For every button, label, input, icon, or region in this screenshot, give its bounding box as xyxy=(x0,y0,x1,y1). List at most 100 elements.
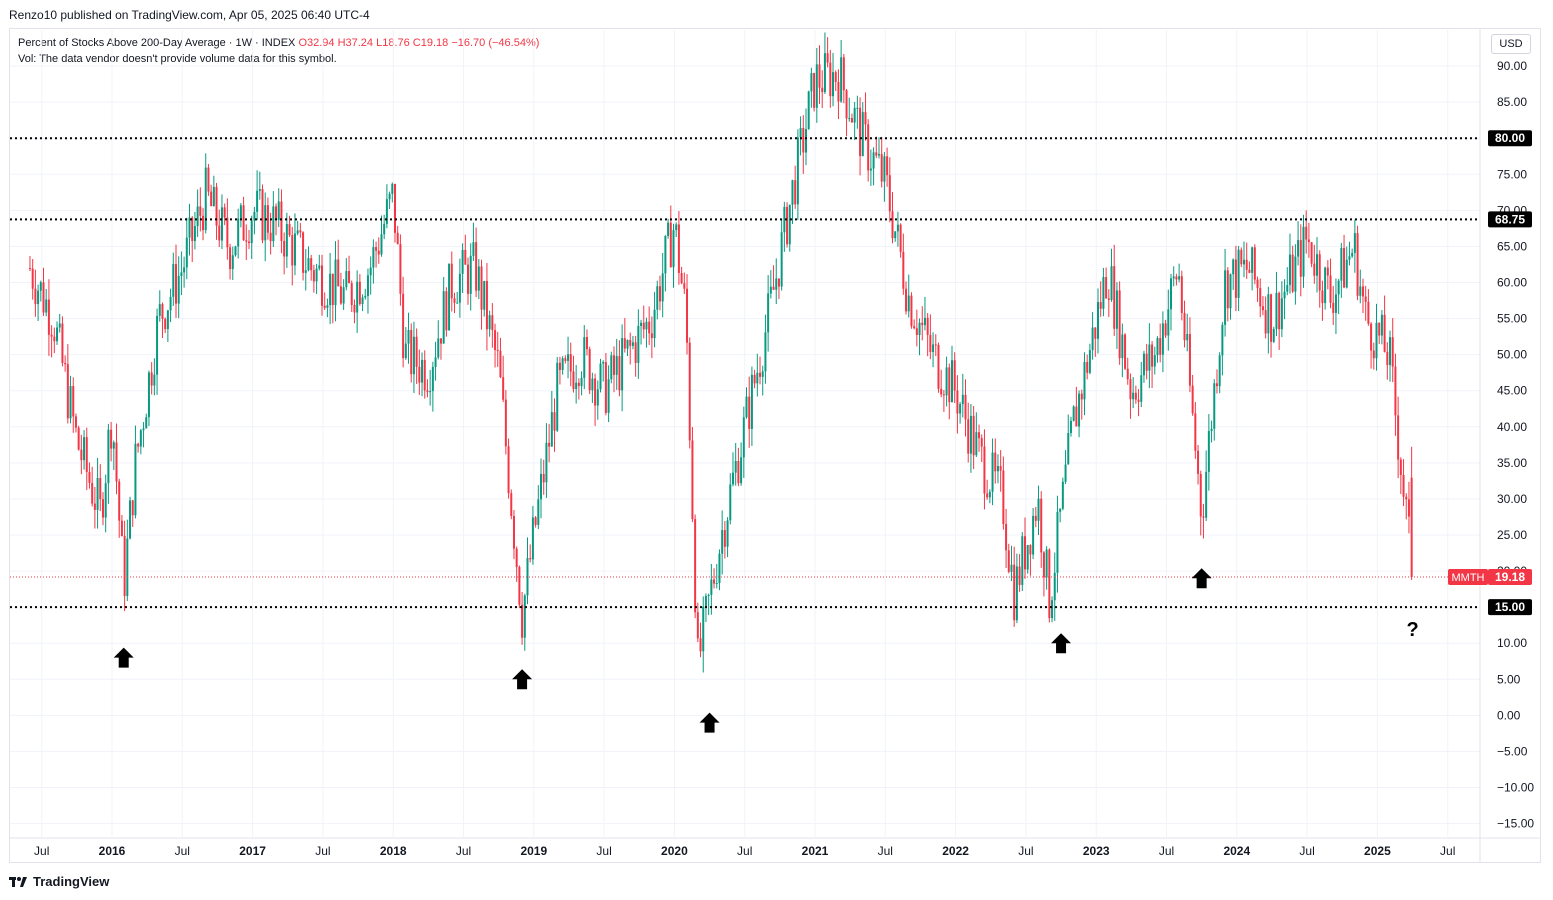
candle-up xyxy=(421,359,424,383)
y-axis-tick-label: 40.00 xyxy=(1497,420,1527,434)
y-axis-tick-label: 45.00 xyxy=(1497,384,1527,398)
candle-down xyxy=(74,416,77,428)
currency-button[interactable]: USD xyxy=(1491,34,1531,54)
candle-up xyxy=(1294,256,1297,292)
candle-down xyxy=(564,358,567,361)
symbol-title[interactable]: Percent of Stocks Above 200-Day Average … xyxy=(18,37,296,49)
question-mark-annotation[interactable]: ? xyxy=(1406,619,1418,641)
candle-down xyxy=(34,288,37,305)
candle-up xyxy=(258,189,261,191)
candle-down xyxy=(1240,249,1243,265)
candle-down xyxy=(1086,361,1089,373)
arrow-up-icon[interactable] xyxy=(1051,633,1072,654)
candle-up xyxy=(872,152,875,169)
candle-down xyxy=(753,374,756,384)
y-axis-tick-label: 85.00 xyxy=(1497,95,1527,109)
candle-down xyxy=(669,222,672,268)
candle-up xyxy=(434,357,437,367)
candle-up xyxy=(1389,337,1392,366)
candle-up xyxy=(442,291,445,344)
candle-down xyxy=(642,322,645,330)
candle-down xyxy=(680,272,683,284)
candle-down xyxy=(399,243,402,294)
candle-up xyxy=(293,233,296,266)
candle-down xyxy=(994,452,997,472)
candle-up xyxy=(1078,393,1081,427)
candle-down xyxy=(1326,267,1329,276)
candle-up xyxy=(342,287,345,304)
candle-up xyxy=(296,230,299,234)
candle-down xyxy=(80,449,83,461)
candle-up xyxy=(147,372,150,418)
candle-up xyxy=(856,107,859,109)
y-axis-tick-label: 90.00 xyxy=(1497,59,1527,73)
candle-down xyxy=(283,240,286,257)
candle-down xyxy=(1202,516,1205,518)
x-axis-tick-label: Jul xyxy=(315,844,330,858)
candle-up xyxy=(231,255,234,269)
x-axis-tick-label: 2022 xyxy=(942,844,969,858)
candle-down xyxy=(64,363,67,365)
candle-up xyxy=(304,270,307,273)
candle-down xyxy=(42,282,45,313)
candle-down xyxy=(1264,310,1267,334)
candle-down xyxy=(921,322,924,326)
candle-up xyxy=(383,223,386,235)
candle-down xyxy=(499,350,502,378)
candle-down xyxy=(813,73,816,108)
candle-up xyxy=(112,442,115,449)
candle-down xyxy=(786,206,789,245)
candle-up xyxy=(1170,278,1173,310)
candle-down xyxy=(418,366,421,383)
candle-down xyxy=(1164,323,1167,336)
candle-down xyxy=(1310,242,1313,264)
candle-up xyxy=(675,224,678,231)
candle-up xyxy=(429,391,432,393)
candle-up xyxy=(961,394,964,405)
candle-up xyxy=(672,230,675,268)
x-axis-tick-label: 2021 xyxy=(802,844,829,858)
candle-down xyxy=(504,399,507,447)
candle-down xyxy=(926,317,929,335)
candle-down xyxy=(1307,239,1310,243)
candle-down xyxy=(875,152,878,156)
candle-up xyxy=(615,356,618,375)
candle-down xyxy=(1134,392,1137,400)
volume-note: Vol: The data vendor doesn't provide vol… xyxy=(18,53,337,65)
candle-down xyxy=(1151,344,1154,367)
candle-down xyxy=(1188,334,1191,386)
candle-up xyxy=(1353,233,1356,253)
candle-up xyxy=(188,217,191,238)
candle-up xyxy=(832,72,835,97)
candle-up xyxy=(461,249,464,274)
candle-up xyxy=(637,325,640,363)
candle-up xyxy=(1056,511,1059,573)
arrow-up-icon[interactable] xyxy=(113,647,134,668)
arrow-up-icon[interactable] xyxy=(1191,568,1212,589)
candle-up xyxy=(1340,247,1343,281)
candle-up xyxy=(621,338,624,391)
candle-down xyxy=(845,90,848,119)
candle-down xyxy=(1226,270,1229,309)
candle-down xyxy=(1040,498,1043,553)
candle-up xyxy=(996,466,999,472)
candle-up xyxy=(391,183,394,194)
candle-down xyxy=(310,258,313,271)
candle-up xyxy=(1302,226,1305,277)
candle-up xyxy=(277,201,280,220)
candle-up xyxy=(1224,270,1227,325)
candle-up xyxy=(180,272,183,276)
candle-up xyxy=(721,530,724,554)
candle-up xyxy=(894,231,897,239)
y-axis-tick-label: 55.00 xyxy=(1497,312,1527,326)
candle-down xyxy=(777,278,780,287)
candle-down xyxy=(1215,383,1218,387)
arrow-up-icon[interactable] xyxy=(699,712,720,733)
candle-down xyxy=(394,183,397,233)
candle-down xyxy=(1194,413,1197,451)
candle-down xyxy=(450,263,453,299)
candle-up xyxy=(1267,294,1270,334)
candle-down xyxy=(834,72,837,82)
arrow-up-icon[interactable] xyxy=(512,669,533,690)
